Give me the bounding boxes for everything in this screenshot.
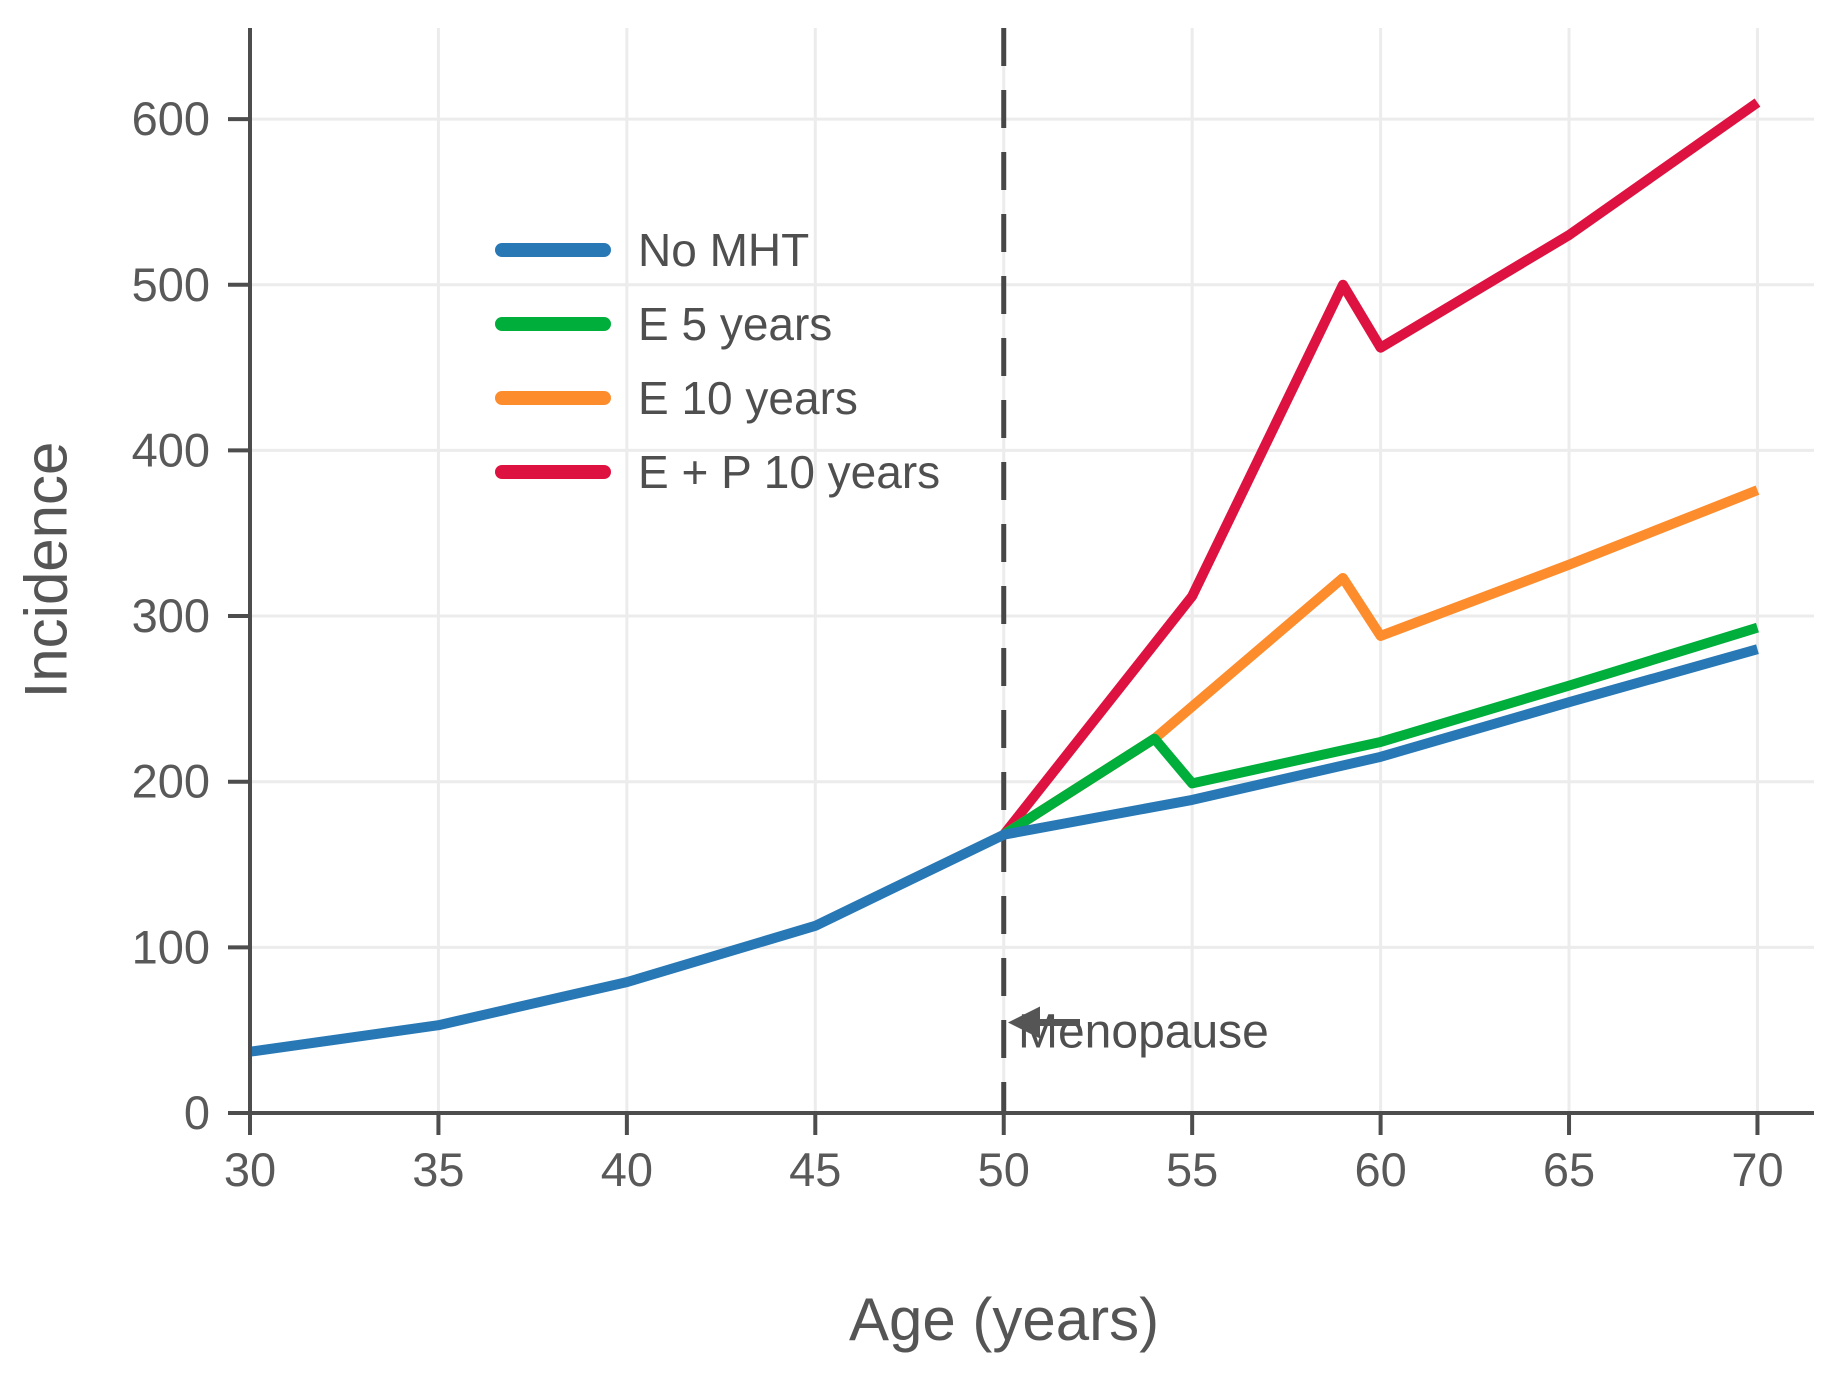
legend-item-no-mht: No MHT xyxy=(495,213,940,287)
legend-swatch-e-10-years xyxy=(495,391,611,405)
legend: No MHT E 5 years E 10 years E + P 10 yea… xyxy=(495,213,940,509)
x-tick-label: 40 xyxy=(601,1143,653,1196)
series-line-e-p-10-years xyxy=(999,98,1761,838)
y-tick-label: 500 xyxy=(132,258,210,311)
series-line-e-5-years xyxy=(1001,622,1759,839)
series-line-no-mht xyxy=(249,644,1759,1057)
legend-swatch-no-mht xyxy=(495,243,611,257)
legend-label-no-mht: No MHT xyxy=(638,224,810,276)
legend-swatch-e-5-years xyxy=(495,317,611,331)
menopause-annotation: Menopause xyxy=(1008,1005,1269,1060)
legend-item-e-p-10-years: E + P 10 years xyxy=(495,435,940,509)
x-tick-label: 65 xyxy=(1543,1143,1595,1196)
x-tick-label: 70 xyxy=(1731,1143,1783,1196)
legend-item-e-5-years: E 5 years xyxy=(495,287,940,361)
menopause-label: Menopause xyxy=(1018,1005,1269,1059)
x-axis-label: Age (years) xyxy=(848,1286,1160,1353)
legend-swatch-e-p-10-years xyxy=(495,465,611,479)
legend-item-e-10-years: E 10 years xyxy=(495,361,940,435)
y-axis-label: Incidence xyxy=(12,441,80,699)
x-tick-label: 45 xyxy=(789,1143,841,1196)
y-tick-label: 0 xyxy=(184,1086,210,1139)
x-tick-label: 30 xyxy=(224,1143,276,1196)
x-tick-label: 50 xyxy=(978,1143,1030,1196)
x-tick-label: 55 xyxy=(1166,1143,1218,1196)
y-tick-label: 200 xyxy=(132,755,210,808)
x-tick-label: 35 xyxy=(412,1143,464,1196)
y-tick-label: 600 xyxy=(132,92,210,145)
legend-label-e-5-years: E 5 years xyxy=(638,298,833,350)
legend-label-e-p-10-years: E + P 10 years xyxy=(638,446,941,498)
y-tick-label: 300 xyxy=(132,589,210,642)
x-tick-label: 60 xyxy=(1354,1143,1406,1196)
y-tick-label: 100 xyxy=(132,920,210,973)
y-tick-label: 400 xyxy=(132,423,210,476)
legend-label-e-10-years: E 10 years xyxy=(638,372,858,424)
